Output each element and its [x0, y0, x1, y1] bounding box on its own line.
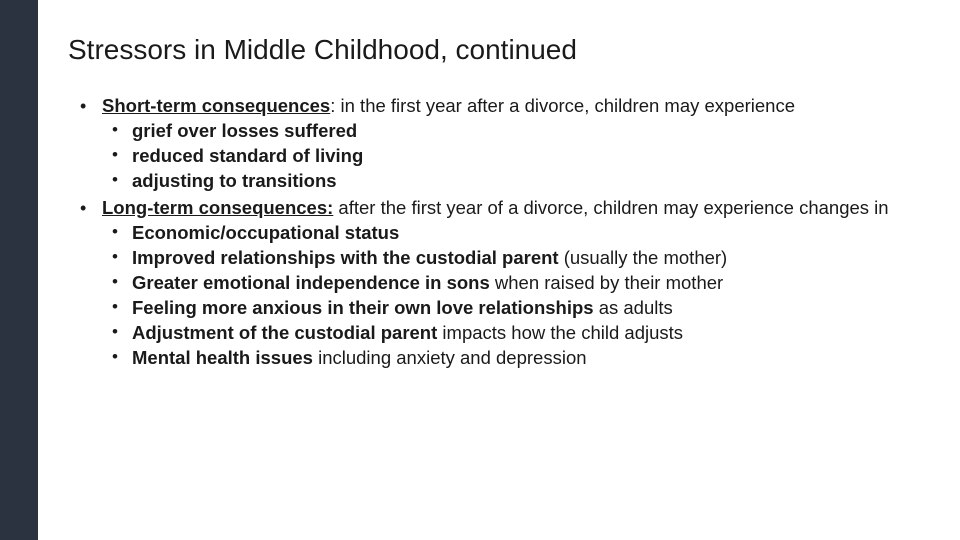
bullet-lead-rest: : in the first year after a divorce, chi…	[330, 95, 795, 116]
sub-item: Feeling more anxious in their own love r…	[132, 296, 920, 321]
sub-item: adjusting to transitions	[132, 169, 920, 194]
slide-content: Stressors in Middle Childhood, continued…	[38, 0, 960, 540]
slide-title: Stressors in Middle Childhood, continued	[68, 34, 920, 66]
sub-bold: Mental health issues	[132, 347, 313, 368]
sub-item: reduced standard of living	[132, 144, 920, 169]
sub-item: Economic/occupational status	[132, 221, 920, 246]
sub-item: Adjustment of the custodial parent impac…	[132, 321, 920, 346]
sub-rest: as adults	[594, 297, 673, 318]
bullet-lead-bold: Long-term consequences:	[102, 197, 333, 218]
sub-rest: including anxiety and depression	[313, 347, 587, 368]
sub-bold: Adjustment of the custodial parent	[132, 322, 437, 343]
sub-list-long-term: Economic/occupational status Improved re…	[102, 221, 920, 371]
sub-item: grief over losses suffered	[132, 119, 920, 144]
sub-rest: (usually the mother)	[559, 247, 728, 268]
side-accent-bar	[0, 0, 38, 540]
bullet-lead-rest: after the first year of a divorce, child…	[333, 197, 888, 218]
sub-bold: Economic/occupational status	[132, 222, 399, 243]
sub-item: Improved relationships with the custodia…	[132, 246, 920, 271]
sub-rest: impacts how the child adjusts	[437, 322, 683, 343]
sub-bold: Improved relationships with the custodia…	[132, 247, 559, 268]
sub-bold: reduced standard of living	[132, 145, 363, 166]
sub-item: Mental health issues including anxiety a…	[132, 346, 920, 371]
sub-bold: grief over losses suffered	[132, 120, 357, 141]
main-bullet-list: Short-term consequences: in the first ye…	[68, 94, 920, 371]
sub-bold: Greater emotional independence in sons	[132, 272, 490, 293]
sub-item: Greater emotional independence in sons w…	[132, 271, 920, 296]
sub-list-short-term: grief over losses suffered reduced stand…	[102, 119, 920, 194]
sub-rest: when raised by their mother	[490, 272, 723, 293]
bullet-lead-bold: Short-term consequences	[102, 95, 330, 116]
sub-bold: Feeling more anxious in their own love r…	[132, 297, 594, 318]
bullet-short-term: Short-term consequences: in the first ye…	[102, 94, 920, 194]
bullet-long-term: Long-term consequences: after the first …	[102, 196, 920, 371]
sub-bold: adjusting to transitions	[132, 170, 337, 191]
